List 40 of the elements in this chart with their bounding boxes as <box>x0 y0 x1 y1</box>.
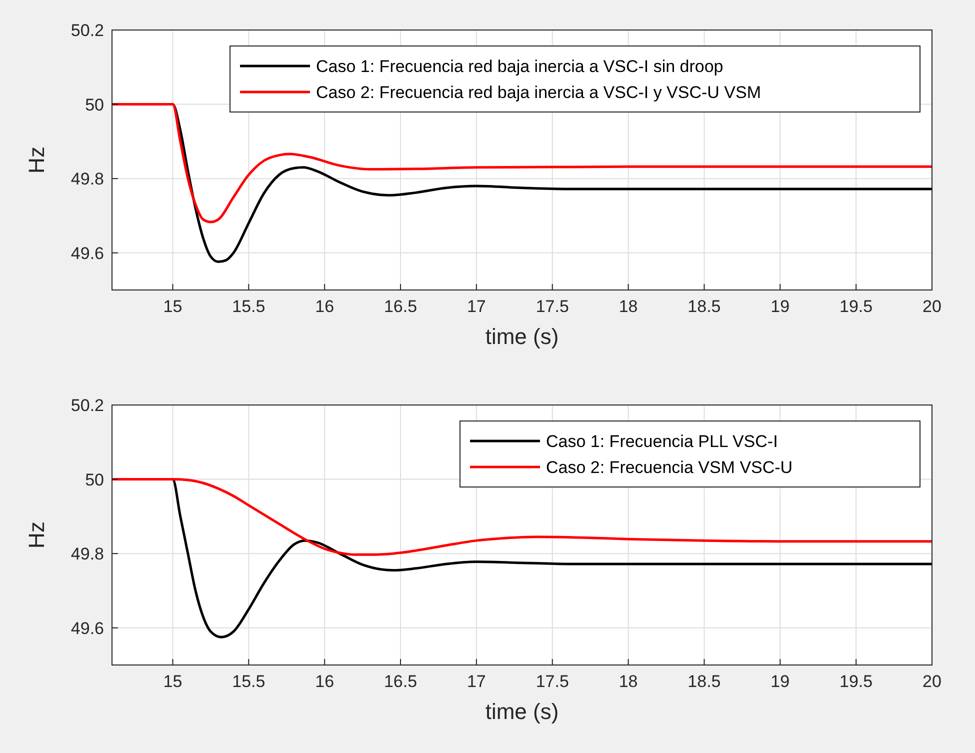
x-tick-label: 18.5 <box>688 297 721 316</box>
x-tick-label: 15 <box>163 297 182 316</box>
x-tick-label: 18 <box>618 297 638 316</box>
y-tick-label: 49.6 <box>70 618 104 638</box>
legend-label: Caso 1: Frecuencia PLL VSC-I <box>546 432 778 451</box>
x-tick-label: 15.5 <box>232 672 266 691</box>
x-tick-label: 20 <box>922 297 942 316</box>
x-tick-label: 19.5 <box>840 297 873 316</box>
x-axis-title: time (s) <box>485 699 559 724</box>
legend-label: Caso 1: Frecuencia red baja inercia a VSC-I sin droop <box>316 57 724 76</box>
x-tick-label: 19 <box>770 297 790 316</box>
y-tick-label: 50.2 <box>70 396 104 415</box>
x-tick-label: 16 <box>315 672 334 691</box>
x-tick-label: 16 <box>315 297 334 316</box>
x-tick-label: 17 <box>466 297 486 316</box>
y-axis-title: Hz <box>24 146 49 174</box>
x-axis-title: time (s) <box>485 324 559 349</box>
line-series <box>110 103 934 224</box>
y-tick-label: 49.8 <box>70 170 104 189</box>
x-tick-label: 18.5 <box>688 672 721 691</box>
x-tick-label: 17.5 <box>536 672 569 691</box>
x-tick-label: 15 <box>163 672 182 691</box>
y-tick-label: 50 <box>85 470 104 490</box>
x-tick-label: 17.5 <box>536 297 569 316</box>
x-tick-label: 16.5 <box>384 672 418 691</box>
x-tick-label: 15.5 <box>232 297 266 316</box>
y-tick-label: 49.6 <box>70 244 104 263</box>
x-tick-label: 16.5 <box>384 297 418 316</box>
y-tick-label: 49.8 <box>70 544 104 564</box>
line-series <box>110 478 934 556</box>
y-tick-label: 50 <box>85 95 104 114</box>
x-tick-label: 17 <box>466 672 486 691</box>
x-tick-label: 20 <box>922 672 942 691</box>
y-tick-label: 50.2 <box>70 21 104 40</box>
x-tick-label: 19.5 <box>840 672 873 691</box>
legend-label: Caso 2: Frecuencia VSM VSC-U <box>546 458 793 477</box>
y-axis-title: Hz <box>24 522 49 548</box>
x-tick-label: 19 <box>770 672 790 691</box>
legend-label: Caso 2: Frecuencia red baja inercia a VSC-I y VSC-U VSM <box>316 83 762 102</box>
x-tick-label: 18 <box>618 672 638 691</box>
